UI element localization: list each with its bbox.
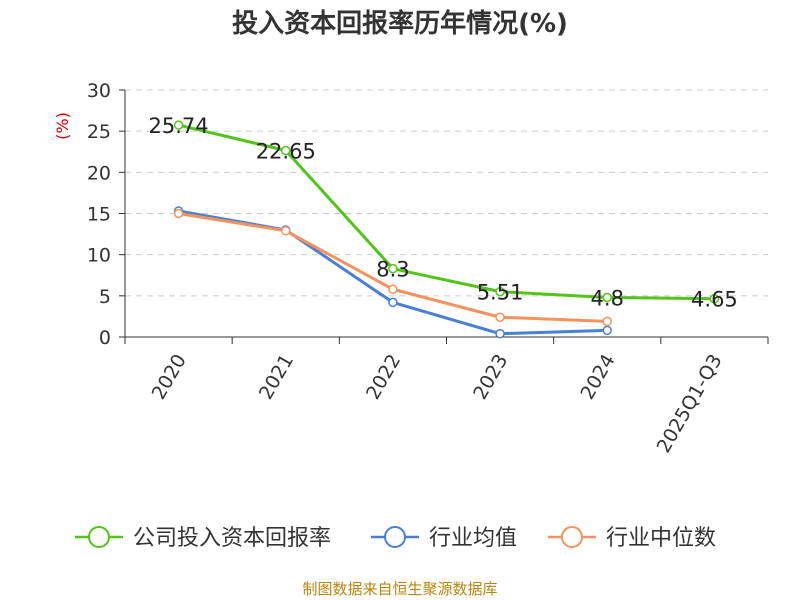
y-tick-label: 5 (99, 286, 111, 308)
legend-marker (88, 526, 110, 548)
data-label: 5.51 (477, 281, 524, 305)
data-label: 25.74 (149, 114, 209, 138)
data-point (709, 293, 720, 304)
legend-label: 行业均值 (429, 526, 517, 551)
y-tick-label: 25 (87, 121, 111, 143)
data-point (173, 208, 184, 219)
x-tick-label: 2021 (255, 351, 298, 404)
legend-label: 公司投入资本回报率 (133, 526, 331, 551)
legend-marker (384, 526, 406, 548)
y-tick-label: 10 (87, 245, 111, 267)
y-tick-label: 15 (87, 204, 111, 226)
series-layer (173, 120, 720, 339)
data-point (173, 120, 184, 130)
data-labels: 25.74 22.65 8.3 5.51 4.8 4.65 (149, 114, 738, 312)
data-point (281, 226, 291, 236)
data-point (495, 328, 505, 339)
y-tick-label: 0 (99, 327, 111, 349)
data-label: 4.65 (691, 288, 738, 312)
chart-title: 投入资本回报率历年情况(%) (232, 8, 568, 39)
x-tick-label: 2020 (148, 351, 191, 404)
y-tick-label: 30 (87, 80, 111, 102)
data-point (388, 284, 398, 294)
x-tick-label: 2023 (469, 351, 512, 404)
data-point (495, 312, 505, 322)
data-point (281, 145, 291, 156)
data-point (495, 286, 505, 297)
x-tick-label: 2025Q1-Q3 (653, 351, 727, 457)
y-axis-label: (%) (53, 112, 72, 140)
data-point (388, 263, 398, 274)
data-point (388, 297, 398, 308)
x-tick-label: 2024 (576, 351, 619, 404)
data-label: 22.65 (256, 140, 316, 164)
data-label: 8.3 (376, 258, 409, 282)
legend-label: 行业中位数 (606, 526, 716, 551)
series-line-0 (178, 123, 715, 301)
x-tick-label: 2022 (362, 351, 405, 404)
data-point (602, 325, 612, 336)
grid-lines (125, 89, 768, 297)
y-tick-label: 20 (87, 162, 111, 184)
data-label: 4.8 (591, 286, 624, 310)
legend-marker (561, 526, 583, 548)
data-point (602, 292, 612, 303)
source-note: 制图数据来自恒生聚源数据库 (302, 580, 497, 598)
legend: 公司投入资本回报率 行业均值 行业中位数 (75, 526, 716, 551)
data-point (602, 316, 612, 327)
